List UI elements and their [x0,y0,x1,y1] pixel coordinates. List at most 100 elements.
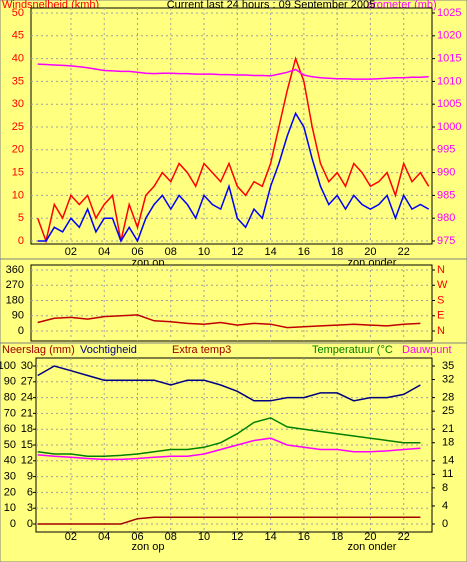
x-tick-label: 20 [364,246,376,258]
y2-tick-label: 980 [437,212,455,224]
y2-tick-label: 18 [442,437,454,449]
y-tick-label: 50 [4,439,16,451]
series-line [37,516,421,525]
x-tick-label: 18 [331,246,343,258]
x-tick-label: 04 [98,531,110,543]
y3-tick-label: 24 [21,392,33,404]
x-tick-label: 20 [364,531,376,543]
y-tick-label: 35 [12,75,24,87]
series-line [37,111,430,243]
y-tick-label: 40 [4,455,16,467]
y3-tick-label: 21 [21,407,33,419]
y2-tick-label: 28 [442,392,454,404]
y-tick-label: 10 [4,502,16,514]
x-tick-label: 16 [298,531,310,543]
y2-tick-label: 1015 [437,53,461,65]
y-tick-label: 30 [4,471,16,483]
y3-tick-label: 3 [27,502,33,514]
y-tick-label: 20 [4,486,16,498]
y2-tick-label: 14 [442,455,454,467]
y-tick-label: 90 [12,310,24,322]
y3-tick-label: 0 [27,518,33,530]
y2-tick-label: 21 [442,423,454,435]
x-tick-label: 14 [264,246,276,258]
y2-label: arometer (mb) [367,0,437,11]
y3-tick-label: 27 [21,376,33,388]
y3-tick-label: 18 [21,423,33,435]
series-line [37,314,421,329]
x-tick-label: 10 [198,531,210,543]
y3-tick-label: 12 [21,455,33,467]
y2-tick-label: 4 [442,500,448,512]
y3-tick-label: 30 [21,360,33,372]
y-tick-label: 20 [12,144,24,156]
y-tick-label: 25 [12,121,24,133]
x-tick-label: 22 [398,246,410,258]
series-line [37,417,421,458]
y2-tick-label: 1000 [437,121,461,133]
x-tick-label: 12 [231,246,243,258]
y2-tick-label: 0 [442,518,448,530]
y2-tick-label: 25 [442,405,454,417]
series-line [36,56,430,244]
y2-tick-label: 985 [437,189,455,201]
legend-label: Neerslag (mm) [2,344,75,356]
y2-tick-label: 1020 [437,30,461,42]
y2-tick-label: E [437,310,444,322]
annotation: zon op [131,541,164,553]
x-tick-label: 02 [65,246,77,258]
y-tick-label: 100 [0,360,16,372]
chart-title: Current last 24 hours : 09 September 200… [167,0,376,11]
series-line [37,63,429,80]
y2-tick-label: W [437,279,448,291]
y-label: Windsnelheid (kmh) [2,0,99,11]
y2-tick-label: 8 [442,482,448,494]
y-tick-label: 0 [18,235,24,247]
y-tick-label: 60 [4,423,16,435]
x-tick-label: 08 [165,531,177,543]
legend-label: Dauwpunt [402,344,452,356]
x-tick-label: 06 [131,531,143,543]
y-tick-label: 180 [6,294,24,306]
y-tick-label: 80 [4,392,16,404]
y2-tick-label: 990 [437,167,455,179]
y-tick-label: 0 [18,325,24,337]
y3-tick-label: 6 [27,486,33,498]
y-tick-label: 15 [12,167,24,179]
y-tick-label: 50 [12,7,24,19]
x-tick-label: 02 [65,531,77,543]
y2-tick-label: 975 [437,235,455,247]
y2-tick-label: N [437,264,445,276]
y2-tick-label: 11 [442,468,453,480]
y2-tick-label: 995 [437,144,455,156]
y-tick-label: 70 [4,407,16,419]
y-tick-label: 0 [10,518,16,530]
x-tick-label: 16 [298,246,310,258]
y3-tick-label: 15 [21,439,33,451]
y-tick-label: 270 [6,279,24,291]
x-tick-label: 08 [165,246,177,258]
legend-label: Vochtigheid [80,344,137,356]
plot-frame [30,264,433,342]
y2-tick-label: 1010 [437,75,461,87]
y2-tick-label: 1025 [437,7,461,19]
y-tick-label: 5 [18,212,24,224]
y-tick-label: 40 [12,53,24,65]
y-tick-label: 360 [6,264,24,276]
y2-tick-label: N [437,325,445,337]
y-tick-label: 10 [12,189,24,201]
y-tick-label: 30 [12,98,24,110]
x-tick-label: 14 [264,531,276,543]
x-tick-label: 12 [231,531,243,543]
x-tick-label: 06 [131,246,143,258]
series-line [37,437,421,461]
x-tick-label: 10 [198,246,210,258]
y2-tick-label: 32 [442,373,454,385]
x-tick-label: 18 [331,531,343,543]
legend-label: Temperatuur (°C [312,344,393,356]
series-line [37,365,421,402]
y2-tick-label: 35 [442,360,454,372]
x-tick-label: 04 [98,246,110,258]
plot-frame [30,7,433,245]
